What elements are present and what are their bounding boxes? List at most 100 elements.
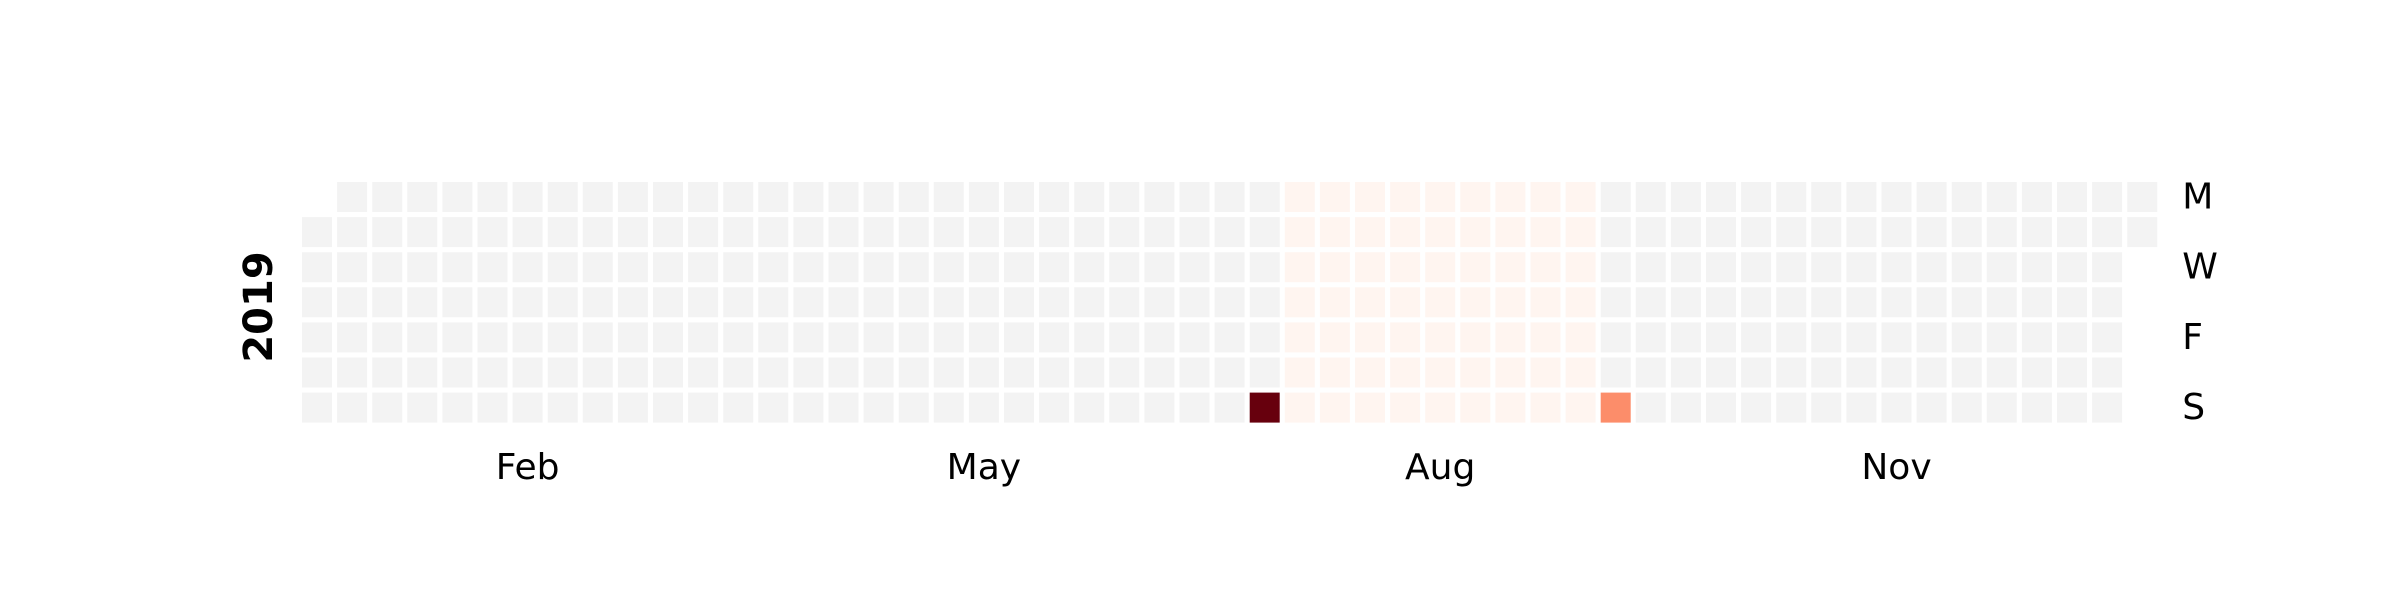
heatmap-cell <box>1495 357 1526 388</box>
heatmap-cell <box>337 357 368 388</box>
heatmap-cell <box>1916 252 1947 283</box>
heatmap-cell <box>1109 252 1140 283</box>
heatmap-cell <box>1495 392 1526 423</box>
heatmap-cell <box>1951 287 1982 318</box>
day-label: S <box>2182 387 2205 428</box>
heatmap-cell <box>582 182 613 212</box>
heatmap-cell <box>1635 217 1666 248</box>
heatmap-cell <box>1179 322 1210 353</box>
heatmap-cell <box>512 252 543 283</box>
heatmap-cell <box>1706 217 1736 248</box>
heatmap-cell <box>2092 252 2123 283</box>
heatmap-cell <box>793 322 824 353</box>
heatmap-cell <box>793 287 824 318</box>
heatmap-cell <box>653 392 683 423</box>
heatmap-cell <box>1670 252 1701 283</box>
heatmap-cell <box>442 287 473 318</box>
heatmap-cell <box>547 392 578 423</box>
heatmap-cell <box>688 357 719 388</box>
heatmap-cell <box>863 322 894 353</box>
heatmap-cell <box>1179 357 1210 388</box>
heatmap-cell <box>863 182 894 212</box>
heatmap-cell <box>758 287 789 318</box>
heatmap-cell <box>758 357 789 388</box>
heatmap-cell <box>653 357 683 388</box>
heatmap-cell <box>1776 322 1807 353</box>
heatmap-cell <box>2092 357 2123 388</box>
heatmap-cell <box>1881 357 1912 388</box>
heatmap-cell <box>653 287 683 318</box>
heatmap-cell <box>1179 392 1210 423</box>
heatmap-cell <box>863 392 894 423</box>
heatmap-cell <box>337 182 368 212</box>
heatmap-cell <box>2057 357 2087 388</box>
heatmap-cell <box>1074 287 1105 318</box>
heatmap-cell <box>1916 182 1947 212</box>
heatmap-cell <box>617 217 648 248</box>
heatmap-cell <box>1670 322 1701 353</box>
heatmap-cell <box>1074 392 1105 423</box>
heatmap-cell <box>1249 322 1280 353</box>
heatmap-cell <box>1776 357 1807 388</box>
heatmap-cell <box>1425 182 1456 212</box>
heatmap-cell <box>688 287 719 318</box>
heatmap-cell <box>1109 357 1140 388</box>
heatmap-cell <box>1144 252 1175 283</box>
heatmap-cell <box>1565 287 1596 318</box>
heatmap-cell <box>1390 252 1421 283</box>
heatmap-cell <box>898 252 929 283</box>
heatmap-cell <box>407 287 438 318</box>
heatmap-cell <box>1109 182 1140 212</box>
heatmap-cell <box>372 217 403 248</box>
heatmap-cell <box>477 217 508 248</box>
heatmap-cell <box>1319 182 1350 212</box>
heatmap-cells <box>302 182 2158 423</box>
heatmap-cell <box>1109 322 1140 353</box>
heatmap-cell <box>1495 252 1526 283</box>
heatmap-cell <box>1074 182 1105 212</box>
heatmap-cell <box>1600 182 1631 212</box>
heatmap-cell <box>547 252 578 283</box>
heatmap-cell <box>898 182 929 212</box>
heatmap-cell <box>337 322 368 353</box>
heatmap-cell <box>1600 217 1631 248</box>
year-label: 2019 <box>236 251 282 362</box>
heatmap-cell <box>2021 322 2052 353</box>
heatmap-cell <box>1776 217 1807 248</box>
heatmap-cell <box>688 182 719 212</box>
heatmap-cell <box>968 287 999 318</box>
heatmap-cell <box>1811 392 1842 423</box>
heatmap-cell <box>442 357 473 388</box>
heatmap-cell <box>2021 357 2052 388</box>
heatmap-cell <box>1530 217 1561 248</box>
heatmap-cell <box>1425 287 1456 318</box>
heatmap-cell <box>758 392 789 423</box>
heatmap-cell <box>512 287 543 318</box>
heatmap-cell <box>1986 392 2017 423</box>
heatmap-cell <box>337 392 368 423</box>
heatmap-cell <box>1144 182 1175 212</box>
heatmap-cell <box>1284 182 1315 212</box>
heatmap-cell <box>442 392 473 423</box>
heatmap-cell <box>1565 357 1596 388</box>
month-label: Nov <box>1861 447 1931 488</box>
heatmap-cell <box>1355 322 1385 353</box>
heatmap-cell <box>1460 357 1491 388</box>
heatmap-cell <box>1460 182 1491 212</box>
heatmap-cell <box>793 392 824 423</box>
heatmap-cell <box>1284 287 1315 318</box>
heatmap-cell <box>1425 252 1456 283</box>
heatmap-cell <box>1004 392 1034 423</box>
heatmap-cell <box>1214 217 1245 248</box>
day-label: F <box>2182 317 2203 358</box>
heatmap-cell <box>1881 287 1912 318</box>
heatmap-cell <box>547 217 578 248</box>
heatmap-cell <box>582 252 613 283</box>
heatmap-cell <box>1004 217 1034 248</box>
heatmap-cell <box>1319 287 1350 318</box>
heatmap-cell <box>1951 392 1982 423</box>
heatmap-cell <box>1811 287 1842 318</box>
day-label: M <box>2182 177 2213 218</box>
heatmap-cell <box>1460 287 1491 318</box>
heatmap-cell <box>723 322 754 353</box>
